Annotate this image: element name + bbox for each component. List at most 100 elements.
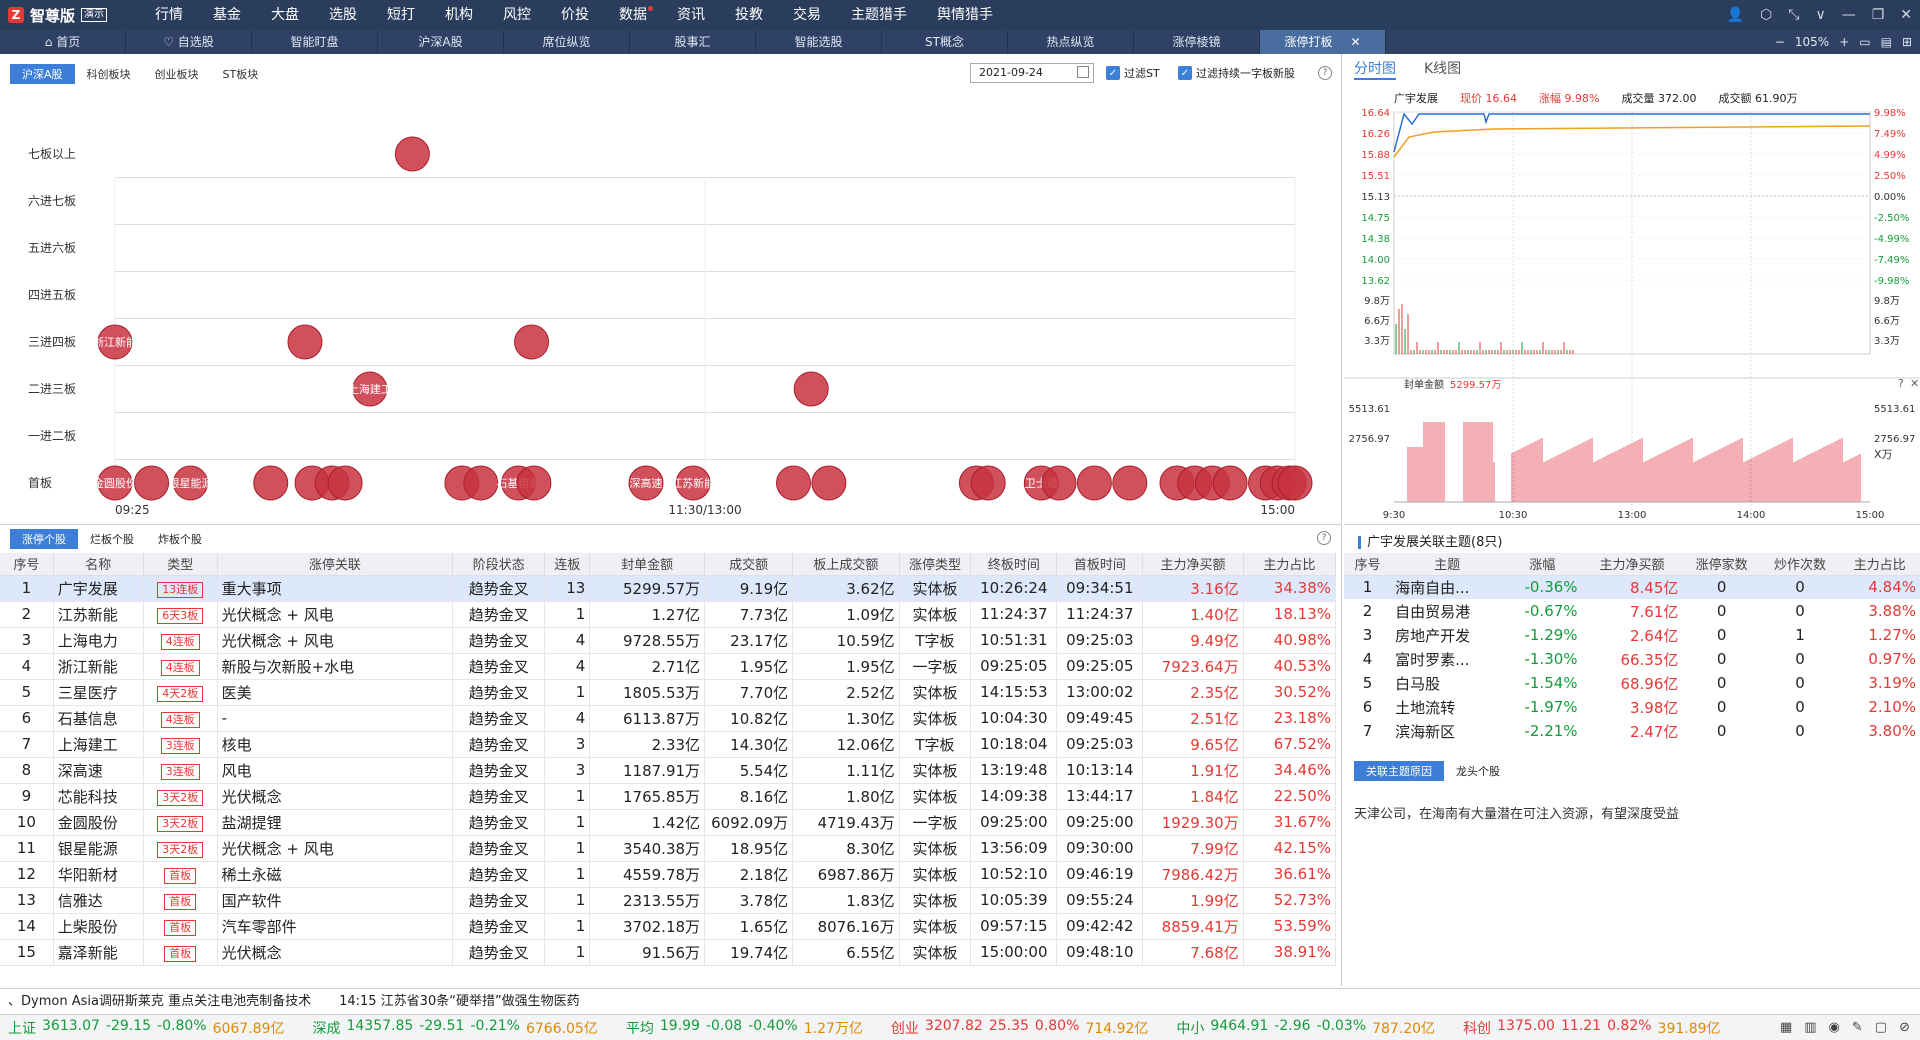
page-tab[interactable]: ST概念 <box>882 30 1008 54</box>
menu-item[interactable]: 交易 <box>793 7 821 23</box>
chart-tab[interactable]: K线图 <box>1424 61 1462 77</box>
chart-tab[interactable]: 分时图 <box>1354 58 1396 80</box>
column-header[interactable]: 主力占比 <box>1243 553 1337 576</box>
index-item[interactable]: 平均 19.99 -0.08 -0.40% 1.27万亿 <box>626 1018 863 1038</box>
market-subtab[interactable]: ST板块 <box>222 68 259 81</box>
zoom-in-icon[interactable]: + <box>1839 35 1850 49</box>
menu-item[interactable]: 基金 <box>213 7 241 23</box>
page-tab[interactable]: 智能选股 <box>756 30 882 54</box>
column-header[interactable]: 主力净买额 <box>1142 553 1244 576</box>
filter-newstock-checkbox[interactable]: ✓ 过滤持续一字板新股 <box>1178 65 1295 81</box>
limitup-tab[interactable]: 烂板个股 <box>90 533 134 546</box>
table-row[interactable]: 3 上海电力 4连板 光伏概念 + 风电 趋势金叉 4 9728.55万 23.17亿 10.5… <box>0 627 1337 654</box>
zoom-out-icon[interactable]: − <box>1774 35 1785 49</box>
theme-row[interactable]: 4 富时罗素... -1.30% 66.35亿 0 0 0.97% <box>1344 647 1920 671</box>
limitup-tab[interactable]: 涨停个股 <box>10 529 78 549</box>
news-item[interactable]: 14:15 江苏省30条“硬举措”做强生物医药 <box>339 994 580 1009</box>
shrink-icon[interactable]: ⤡ <box>1788 7 1800 23</box>
column-header[interactable]: 主力净买额 <box>1581 553 1683 576</box>
menu-item[interactable]: 风控 <box>503 7 531 23</box>
table-row[interactable]: 2 江苏新能 6天3板 光伏概念 + 风电 趋势金叉 1 1.27亿 7.73亿 1.09亿 实体… <box>0 601 1337 628</box>
column-header[interactable]: 涨停类型 <box>899 553 972 576</box>
theme-row[interactable]: 1 海南自由... -0.36% 8.45亿 0 0 4.84% <box>1344 575 1920 599</box>
grid-icon[interactable]: ⊞ <box>1901 35 1912 49</box>
page-tab[interactable]: ♡ 自选股 <box>126 30 252 54</box>
close-icon[interactable]: ✕ <box>1900 7 1912 23</box>
menu-item[interactable]: 行情 <box>155 7 183 23</box>
chevron-down-icon[interactable]: ∨ <box>1815 7 1826 23</box>
checkbox-checked-icon[interactable]: ✓ <box>1106 66 1120 80</box>
column-header[interactable]: 炒作次数 <box>1760 553 1840 576</box>
chat-icon[interactable]: ▢ <box>1874 1020 1888 1035</box>
link-icon[interactable]: ⊘ <box>1899 1020 1910 1035</box>
theme-subtab[interactable]: 关联主题原因 <box>1354 761 1444 781</box>
pen-icon[interactable]: ✎ <box>1851 1020 1863 1035</box>
page-tab[interactable]: 涨停打板 ✕ <box>1260 30 1386 54</box>
menu-item[interactable]: 资讯 <box>677 7 705 23</box>
broadcast-icon[interactable]: ◉ <box>1828 1020 1840 1035</box>
menu-item[interactable]: 舆情猎手 <box>937 7 993 23</box>
theme-subtab[interactable]: 龙头个股 <box>1456 765 1500 778</box>
index-item[interactable]: 上证 3613.07 -29.15 -0.80% 6067.89亿 <box>8 1018 284 1038</box>
market-subtab[interactable]: 沪深A股 <box>10 64 75 84</box>
table-row[interactable]: 15 嘉泽新能 首板 光伏概念 趋势金叉 1 91.56万 19.74亿 6.55亿 实体板 15:… <box>0 939 1337 966</box>
market-subtab[interactable]: 科创板块 <box>86 68 131 81</box>
monitor-icon[interactable]: ▭ <box>1859 35 1871 49</box>
filter-st-checkbox[interactable]: ✓ 过滤ST <box>1106 65 1160 81</box>
layout-icon[interactable]: ▤ <box>1880 35 1892 49</box>
column-header[interactable]: 阶段状态 <box>452 553 546 576</box>
checkbox-checked-icon[interactable]: ✓ <box>1178 66 1192 80</box>
date-picker[interactable]: 2021-09-24 <box>970 63 1094 83</box>
table-row[interactable]: 13 信雅达 首板 国产软件 趋势金叉 1 2313.55万 3.78亿 1.83亿 实体板 10:… <box>0 887 1337 914</box>
page-tab[interactable]: 席位纵览 <box>504 30 630 54</box>
page-tab[interactable]: 热点纵览 <box>1008 30 1134 54</box>
table-row[interactable]: 14 上柴股份 首板 汽车零部件 趋势金叉 1 3702.18万 1.65亿 8076.16万实… <box>0 913 1337 940</box>
page-tab[interactable]: 沪深A股 <box>378 30 504 54</box>
calculator-icon[interactable]: ▦ <box>1779 1020 1793 1035</box>
table-row[interactable]: 9 芯能科技 3天2板 光伏概念 趋势金叉 1 1765.85万 8.16亿 1.80亿 实体板 1… <box>0 783 1337 810</box>
page-tab[interactable]: 智能盯盘 <box>252 30 378 54</box>
page-tab[interactable]: 涨停棱镜 <box>1134 30 1260 54</box>
table-row[interactable]: 6 石基信息 4连板 - 趋势金叉 4 6113.87万 10.82亿 1.30亿 实体板 10:0… <box>0 705 1337 732</box>
menu-item[interactable]: 大盘 <box>271 7 299 23</box>
table-row[interactable]: 10 金圆股份 3天2板 盐湖提锂 趋势金叉 1 1.42亿 6092.09万 4719.43万… <box>0 809 1337 836</box>
table-row[interactable]: 8 深高速 3连板 风电 趋势金叉 3 1187.91万 5.54亿 1.11亿 实体板 13:19… <box>0 757 1337 784</box>
index-item[interactable]: 中小 9464.91 -2.96 -0.03% 787.20亿 <box>1176 1018 1435 1038</box>
page-tab[interactable]: 股事汇 <box>630 30 756 54</box>
column-header[interactable]: 名称 <box>53 553 144 576</box>
column-header[interactable]: 终板时间 <box>970 553 1058 576</box>
limitup-tab[interactable]: 炸板个股 <box>158 533 202 546</box>
notes-icon[interactable]: ▥ <box>1804 1020 1817 1035</box>
theme-row[interactable]: 7 滨海新区 -2.21% 2.47亿 0 0 3.80% <box>1344 719 1920 743</box>
table-row[interactable]: 1 广宇发展 13连板 重大事项 趋势金叉 13 5299.57万 9.19亿 3.62亿 实体板… <box>0 575 1337 602</box>
index-item[interactable]: 科创 1375.00 11.21 0.82% 391.89亿 <box>1463 1018 1720 1038</box>
column-header[interactable]: 成交额 <box>704 553 794 576</box>
menu-item[interactable]: 主题猎手 <box>851 7 907 23</box>
minimize-icon[interactable]: — <box>1841 7 1856 23</box>
theme-row[interactable]: 2 自由贸易港 -0.67% 7.61亿 0 0 3.88% <box>1344 599 1920 623</box>
index-item[interactable]: 创业 3207.82 25.35 0.80% 714.92亿 <box>891 1018 1148 1038</box>
restore-icon[interactable]: ❐ <box>1871 7 1885 23</box>
column-header[interactable]: 封单金额 <box>589 553 706 576</box>
column-header[interactable]: 涨停家数 <box>1682 553 1761 576</box>
menu-item[interactable]: 短打 <box>387 7 415 23</box>
theme-row[interactable]: 6 土地流转 -1.97% 3.98亿 0 0 2.10% <box>1344 695 1920 719</box>
column-header[interactable]: 首板时间 <box>1056 553 1144 576</box>
user-icon[interactable]: 👤 <box>1726 7 1745 23</box>
menu-item[interactable]: 价投 <box>561 7 589 23</box>
theme-row[interactable]: 5 白马股 -1.54% 68.96亿 0 0 3.19% <box>1344 671 1920 695</box>
table-row[interactable]: 5 三星医疗 4天2板 医美 趋势金叉 1 1805.53万 7.70亿 2.52亿 实体板 14:… <box>0 679 1337 706</box>
help-icon[interactable]: ? <box>1318 66 1332 80</box>
close-tab-icon[interactable]: ✕ <box>1350 35 1361 49</box>
table-row[interactable]: 12 华阳新材 首板 稀土永磁 趋势金叉 1 4559.78万 2.18亿 6987.86万 实体… <box>0 861 1337 888</box>
column-header[interactable]: 涨幅 <box>1503 553 1582 576</box>
column-header[interactable]: 类型 <box>143 553 218 576</box>
help-icon[interactable]: ? <box>1317 531 1331 545</box>
settings-icon[interactable]: ⬡ <box>1760 7 1773 23</box>
table-row[interactable]: 11 银星能源 3天2板 光伏概念 + 风电 趋势金叉 1 3540.38万 18.95亿 8.… <box>0 835 1337 862</box>
column-header[interactable]: 序号 <box>1344 553 1392 576</box>
index-item[interactable]: 深成 14357.85 -29.51 -0.21% 6766.05亿 <box>312 1018 597 1038</box>
menu-item[interactable]: 机构 <box>445 7 473 23</box>
market-subtab[interactable]: 创业板块 <box>154 68 199 81</box>
column-header[interactable]: 序号 <box>0 553 54 576</box>
